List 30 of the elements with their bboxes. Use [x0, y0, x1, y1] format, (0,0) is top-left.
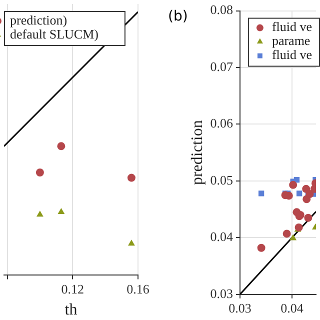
- point: [294, 223, 303, 232]
- y-tick-label: 0.08: [210, 2, 233, 18]
- point: [290, 234, 297, 240]
- point: [282, 230, 291, 238]
- x-tick-label: 0.16: [126, 281, 150, 296]
- legend-label: prediction): [10, 12, 68, 28]
- point: [36, 168, 44, 177]
- y-tick-label: 0.05: [210, 172, 233, 188]
- point: [289, 180, 298, 189]
- x-axis-title: th: [64, 302, 78, 319]
- x-tick-label: 0.12: [61, 281, 84, 296]
- y-axis-title: prediction: [188, 120, 206, 186]
- point: [296, 190, 302, 196]
- legend-label: fluid ve: [272, 47, 312, 62]
- y-tick-label: 0.04: [210, 229, 234, 244]
- point: [57, 142, 66, 150]
- point: [257, 244, 266, 252]
- y-tick-label: 0.07: [210, 58, 234, 74]
- point: [58, 208, 65, 214]
- y-tick-label: 0.06: [210, 116, 234, 131]
- point: [128, 240, 135, 246]
- text: (b): [168, 8, 188, 25]
- legend-label: fluid ve: [272, 19, 312, 34]
- point: [127, 174, 136, 182]
- point: [258, 190, 264, 196]
- legend-label: parame: [272, 33, 310, 48]
- point: [306, 190, 314, 198]
- point: [36, 210, 44, 217]
- point: [304, 214, 312, 222]
- legend-label: default SLUCM): [10, 26, 98, 42]
